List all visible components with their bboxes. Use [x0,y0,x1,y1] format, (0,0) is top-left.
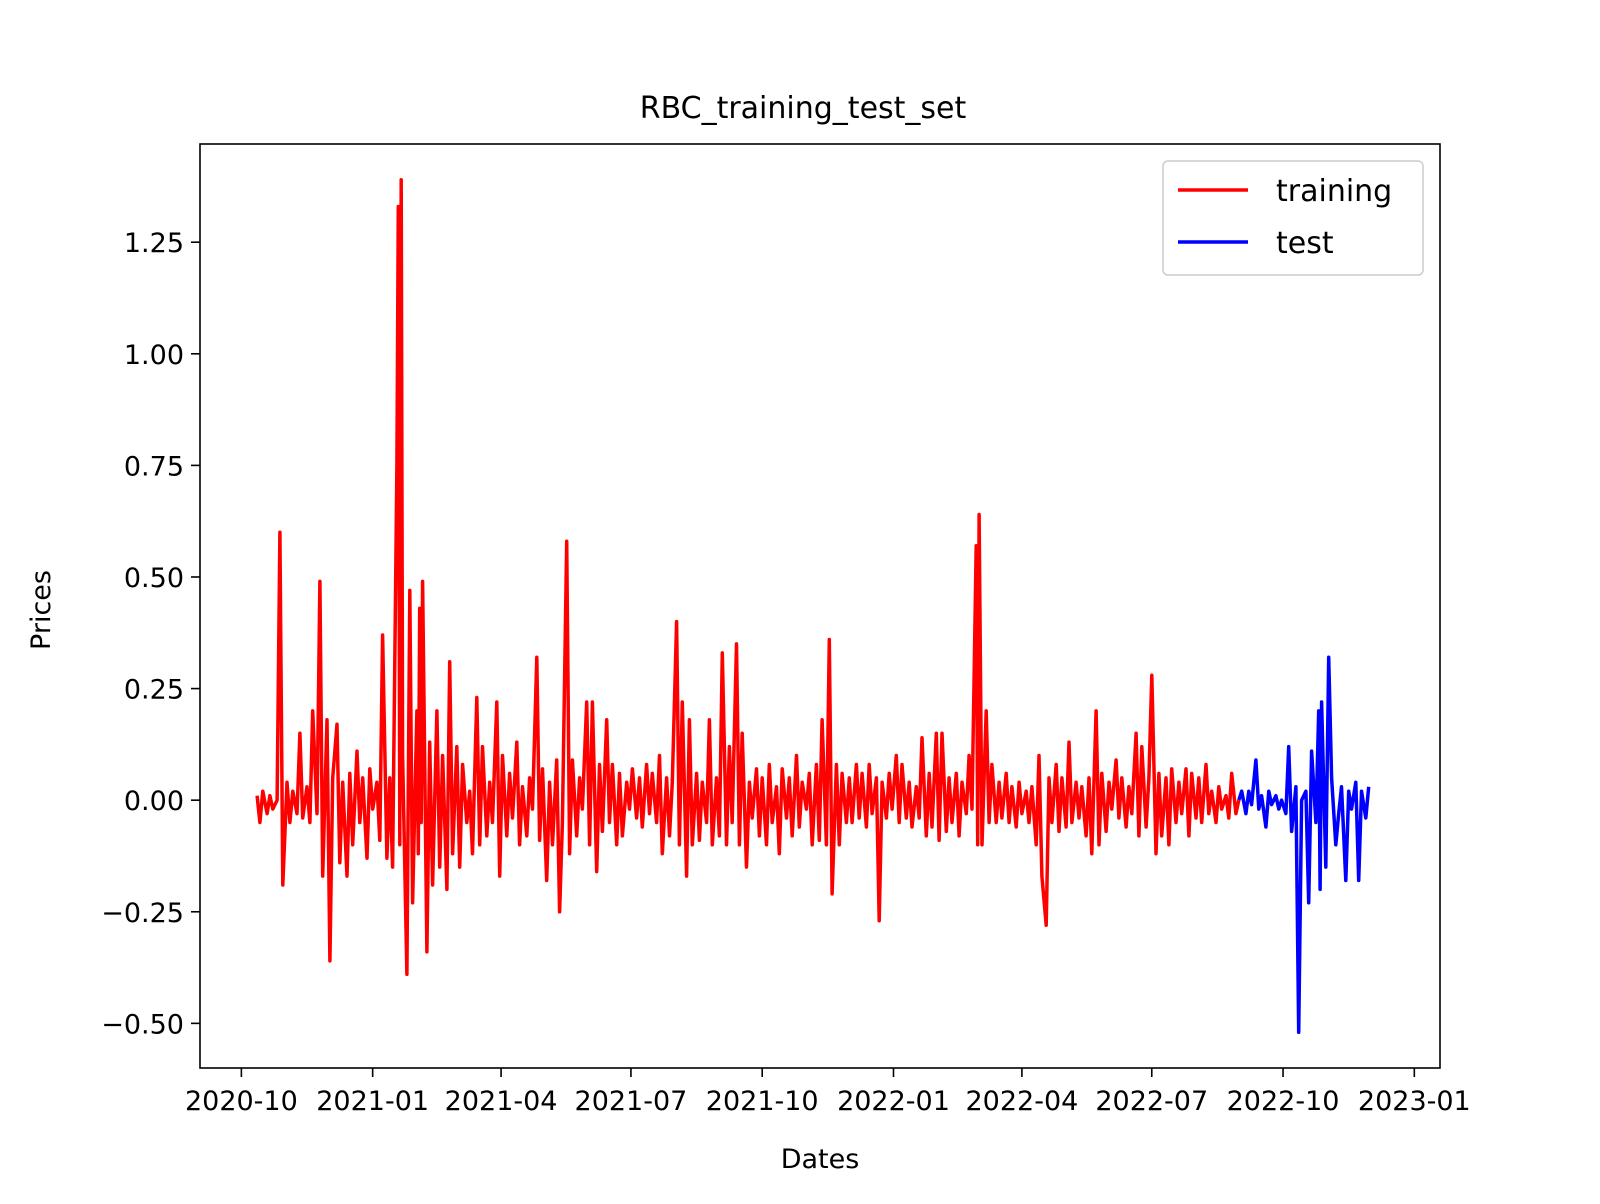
y-tick-label: 1.00 [124,340,184,371]
series-layer [255,177,1371,1035]
y-tick-label: 0.75 [124,451,184,482]
x-tick-label: 2021-07 [575,1086,688,1117]
x-tick-label: 2022-10 [1227,1086,1340,1117]
x-tick-label: 2023-01 [1358,1086,1471,1117]
y-tick-label: 0.25 [124,675,184,706]
plot-frame [199,143,1441,1069]
chart-title: RBC_training_test_set [640,91,967,126]
y-tick-label: 0.00 [124,786,184,817]
x-tick-label: 2022-07 [1095,1086,1208,1117]
series-line-test [1237,655,1371,1035]
legend-label-test: test [1276,226,1334,261]
x-axis: 2020-10 2021-01 2021-04 2021-07 2021-10 2022-… [185,1068,1471,1117]
x-tick-label: 2021-10 [706,1086,819,1117]
y-tick-label: 0.50 [124,563,184,594]
y-tick-label: −0.25 [101,898,184,929]
legend: training test [1162,160,1424,276]
x-tick-label: 2020-10 [185,1086,298,1117]
x-tick-label: 2021-01 [316,1086,429,1117]
y-axis: −0.50 −0.25 0.00 0.25 0.50 0.75 1.00 1.25 [101,228,200,1040]
y-axis-label: Prices [26,570,57,650]
x-tick-label: 2021-04 [445,1086,558,1117]
x-tick-label: 2022-01 [837,1086,950,1117]
y-tick-label: 1.25 [124,228,184,259]
x-tick-label: 2022-04 [966,1086,1079,1117]
y-tick-label: −0.50 [101,1009,184,1040]
x-axis-label: Dates [781,1144,860,1175]
series-line-training [255,177,1241,977]
legend-label-training: training [1276,174,1392,209]
